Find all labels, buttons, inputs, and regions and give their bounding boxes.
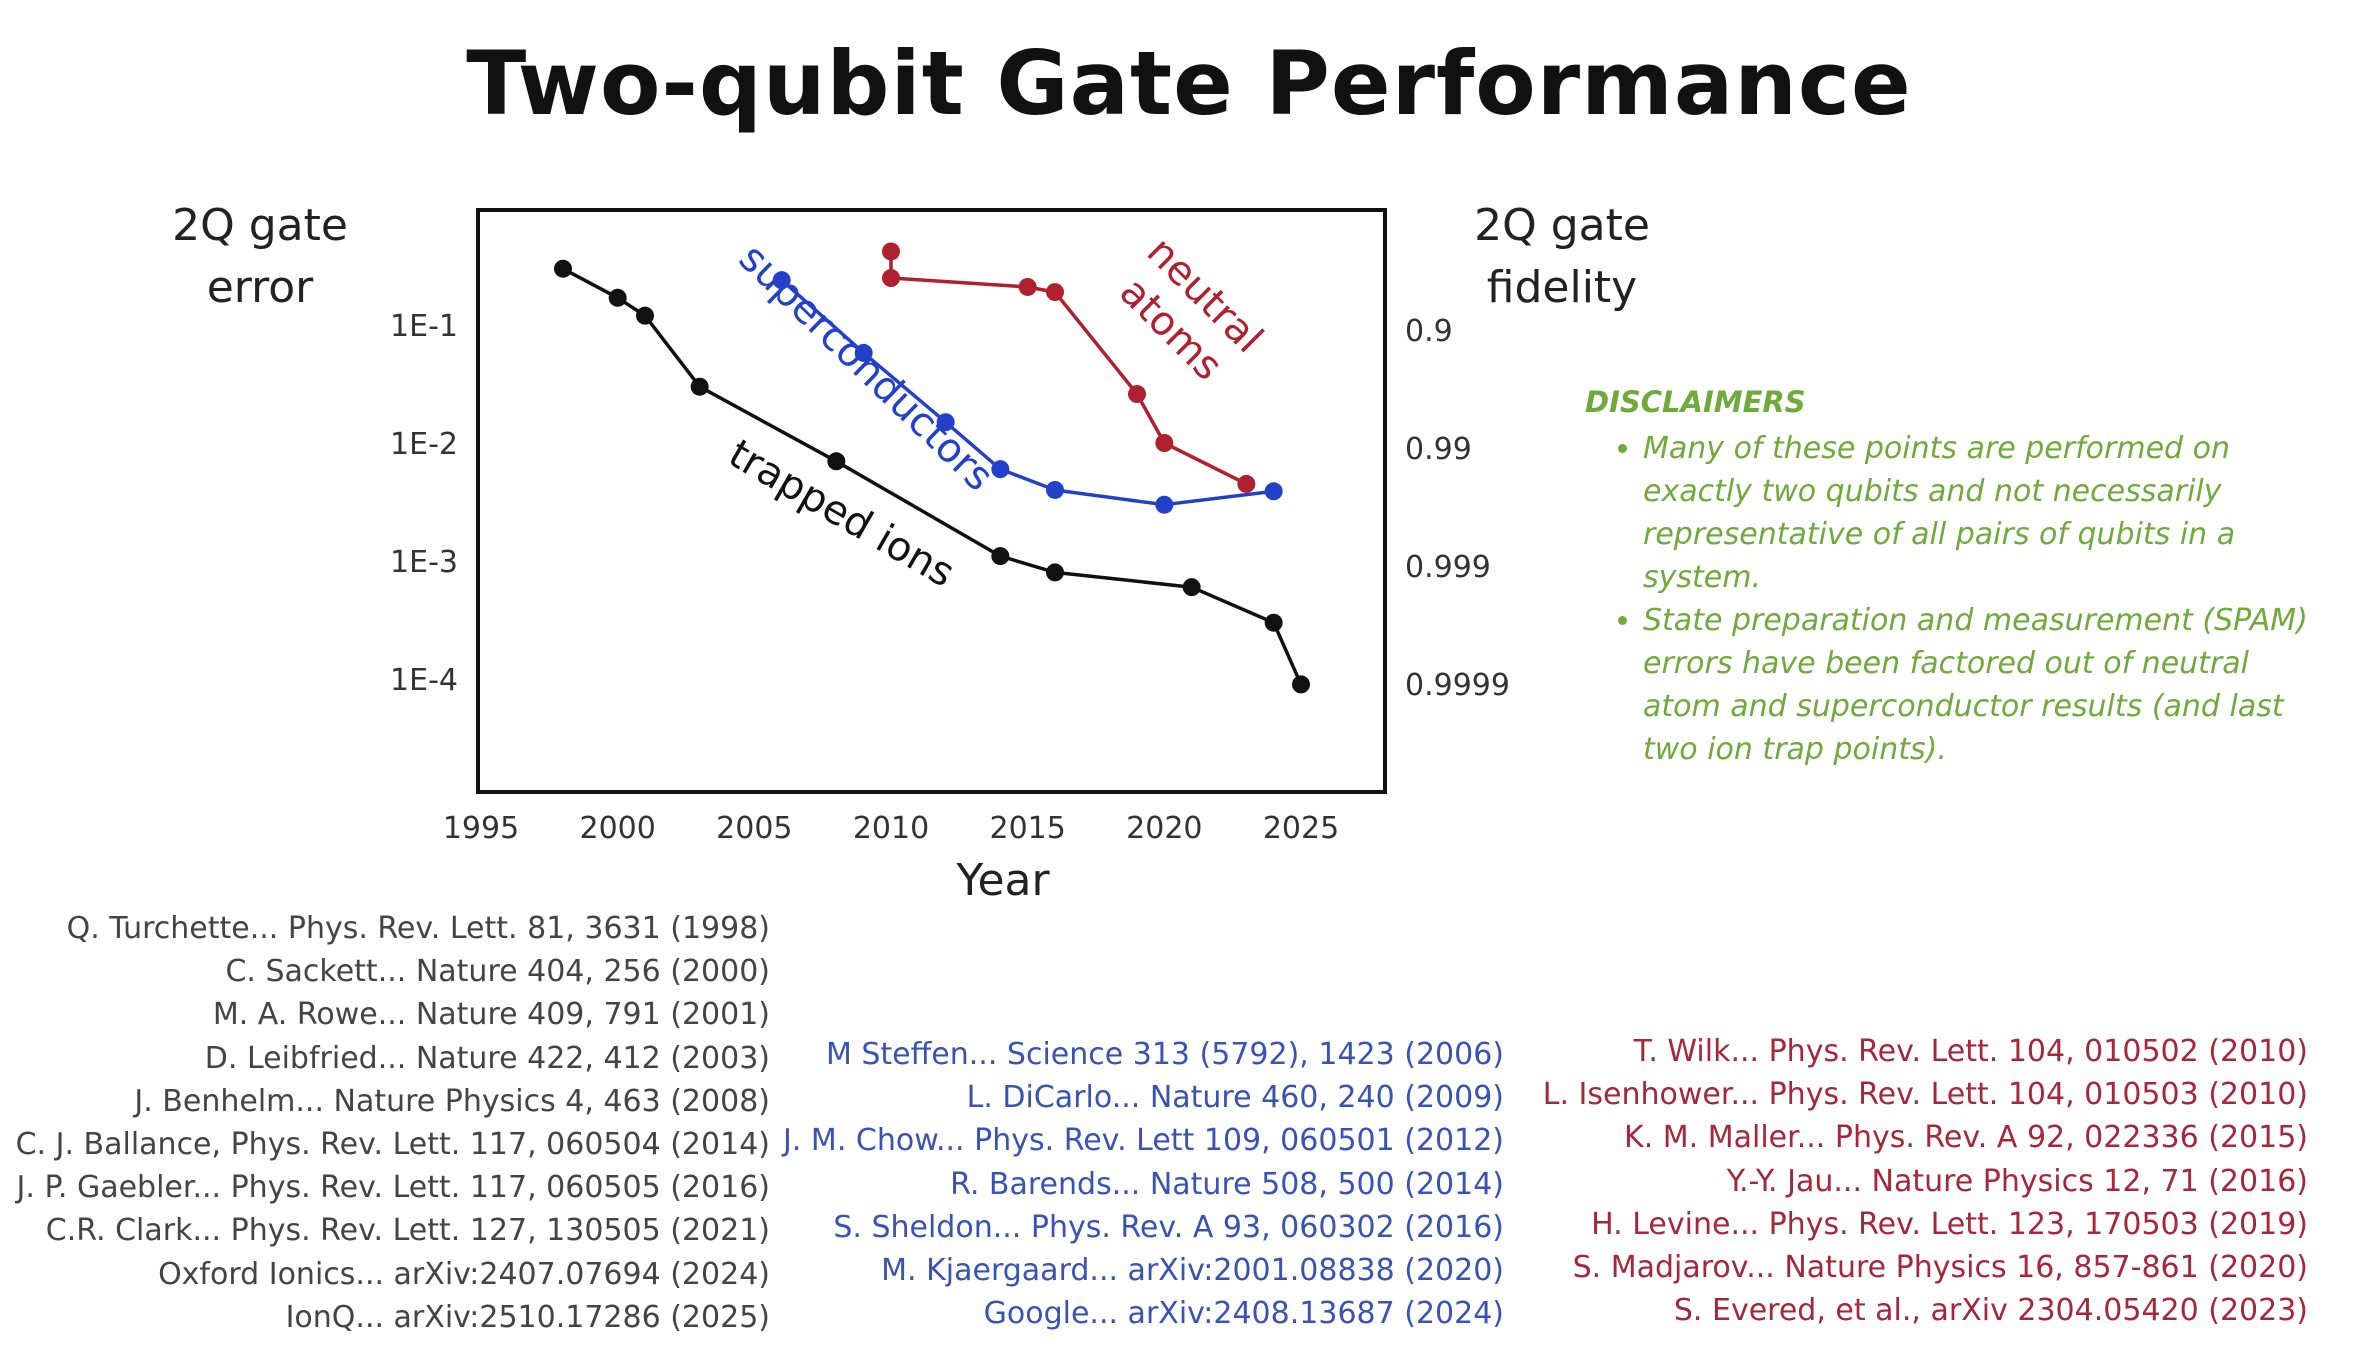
- data-point-superconductors: [991, 460, 1010, 479]
- y-tick-label-left: 1E-3: [390, 545, 458, 580]
- reference: C.R. Clark... Phys. Rev. Lett. 127, 1305…: [45, 1213, 770, 1249]
- reference: T. Wilk... Phys. Rev. Lett. 104, 010502 …: [1633, 1034, 2308, 1069]
- data-point-trapped-ions: [991, 547, 1010, 566]
- series-label-neutral-atoms: neutralatoms: [1104, 228, 1272, 396]
- data-point-superconductors: [772, 271, 791, 290]
- reference: H. Levine... Phys. Rev. Lett. 123, 17050…: [1591, 1206, 2308, 1242]
- neutral-atom-references: T. Wilk... Phys. Rev. Lett. 104, 010502 …: [1543, 1030, 2308, 1332]
- data-point-superconductors: [1046, 480, 1064, 499]
- data-point-superconductors: [854, 343, 873, 362]
- disclaimer-item: State preparation and measurement (SPAM)…: [1643, 599, 2325, 771]
- data-point-neutral-atoms: [1237, 474, 1256, 493]
- data-point-trapped-ions: [1264, 613, 1283, 632]
- x-tick-label: 1995: [443, 811, 519, 846]
- data-point-neutral-atoms: [1018, 277, 1037, 296]
- x-tick-label: 2005: [716, 811, 792, 846]
- disclaimers-list: Many of these points are performed on ex…: [1585, 427, 2325, 771]
- x-tick-label: 2020: [1126, 811, 1202, 846]
- y-tick-label-left: 1E-2: [390, 427, 458, 462]
- page-title: Two-qubit Gate Performance: [466, 32, 1912, 135]
- reference: M. Kjaergaard... arXiv:2001.08838 (2020): [881, 1253, 1504, 1289]
- data-point-neutral-atoms: [1128, 385, 1146, 404]
- data-point-superconductors: [1155, 495, 1174, 514]
- reference: R. Barends... Nature 508, 500 (2014): [950, 1166, 1504, 1202]
- y-axis-label-right: 2Q gate fidelity: [1474, 200, 1650, 313]
- superconductor-references: M Steffen... Science 313 (5792), 1423 (2…: [783, 1033, 1504, 1335]
- reference: S. Sheldon... Phys. Rev. A 93, 060302 (2…: [833, 1209, 1504, 1245]
- data-point-trapped-ions: [827, 452, 846, 471]
- data-point-trapped-ions: [636, 306, 654, 325]
- y-axis-label-left: 2Q gate error: [172, 200, 348, 313]
- reference: IonQ... arXiv:2510.17286 (2025): [285, 1299, 770, 1335]
- reference: M. A. Rowe... Nature 409, 791 (2001): [212, 997, 770, 1033]
- data-point-neutral-atoms: [1046, 283, 1064, 302]
- plot-frame: [476, 208, 1387, 794]
- data-point-trapped-ions: [690, 377, 709, 396]
- data-point-trapped-ions: [608, 288, 627, 307]
- reference: L. Isenhower... Phys. Rev. Lett. 104, 01…: [1542, 1077, 2308, 1113]
- y-tick-label-right: 0.99: [1405, 432, 1472, 467]
- reference: Oxford Ionics... arXiv:2407.07694 (2024): [158, 1256, 770, 1292]
- x-tick-label: 2025: [1263, 811, 1339, 846]
- reference: K. M. Maller... Phys. Rev. A 92, 022336 …: [1624, 1120, 2308, 1156]
- reference: D. Leibfried... Nature 422, 412 (2003): [204, 1040, 770, 1076]
- reference: L. DiCarlo... Nature 460, 240 (2009): [966, 1080, 1504, 1116]
- disclaimers-panel: DISCLAIMERS Many of these points are per…: [1585, 385, 2325, 771]
- disclaimers-heading: DISCLAIMERS: [1585, 385, 1806, 419]
- reference: J. P. Gaebler... Phys. Rev. Lett. 117, 0…: [16, 1170, 770, 1206]
- y-tick-label-right: 0.9: [1405, 314, 1453, 349]
- data-point-superconductors: [936, 413, 955, 432]
- reference: S. Madjarov... Nature Physics 16, 857-86…: [1572, 1250, 2308, 1286]
- x-axis-label: Year: [955, 855, 1050, 906]
- y-tick-label-right: 0.9999: [1405, 668, 1510, 703]
- reference: Y.-Y. Jau... Nature Physics 12, 71 (2016…: [1726, 1163, 2308, 1199]
- y-tick-label-right: 0.999: [1405, 550, 1491, 585]
- data-point-neutral-atoms: [882, 269, 900, 288]
- reference: C. J. Ballance, Phys. Rev. Lett. 117, 06…: [15, 1127, 770, 1163]
- y-tick-label-left: 1E-4: [390, 663, 458, 698]
- reference: Q. Turchette... Phys. Rev. Lett. 81, 363…: [66, 911, 770, 946]
- series-line-trapped-ions: [562, 267, 1303, 686]
- data-point-trapped-ions: [1292, 675, 1310, 694]
- reference: M Steffen... Science 313 (5792), 1423 (2…: [825, 1037, 1504, 1072]
- disclaimer-item: Many of these points are performed on ex…: [1643, 427, 2325, 599]
- data-point-neutral-atoms: [882, 242, 900, 261]
- data-point-neutral-atoms: [1155, 434, 1174, 452]
- x-tick-label: 2015: [989, 811, 1065, 846]
- data-point-trapped-ions: [554, 259, 572, 278]
- data-point-trapped-ions: [1182, 578, 1201, 597]
- data-point-superconductors: [1264, 482, 1283, 501]
- x-tick-label: 2000: [579, 811, 655, 846]
- x-tick-label: 2010: [853, 811, 929, 846]
- data-point-trapped-ions: [1046, 563, 1064, 582]
- reference: Google... arXiv:2408.13687 (2024): [983, 1296, 1504, 1332]
- reference: J. M. Chow... Phys. Rev. Lett 109, 06050…: [783, 1123, 1504, 1159]
- reference: S. Evered, et al., arXiv 2304.05420 (202…: [1673, 1293, 2308, 1329]
- y-tick-label-left: 1E-1: [390, 309, 458, 344]
- reference: J. Benhelm... Nature Physics 4, 463 (200…: [134, 1083, 770, 1119]
- reference: C. Sackett... Nature 404, 256 (2000): [225, 954, 770, 990]
- trapped-ion-references: Q. Turchette... Phys. Rev. Lett. 81, 363…: [16, 907, 770, 1339]
